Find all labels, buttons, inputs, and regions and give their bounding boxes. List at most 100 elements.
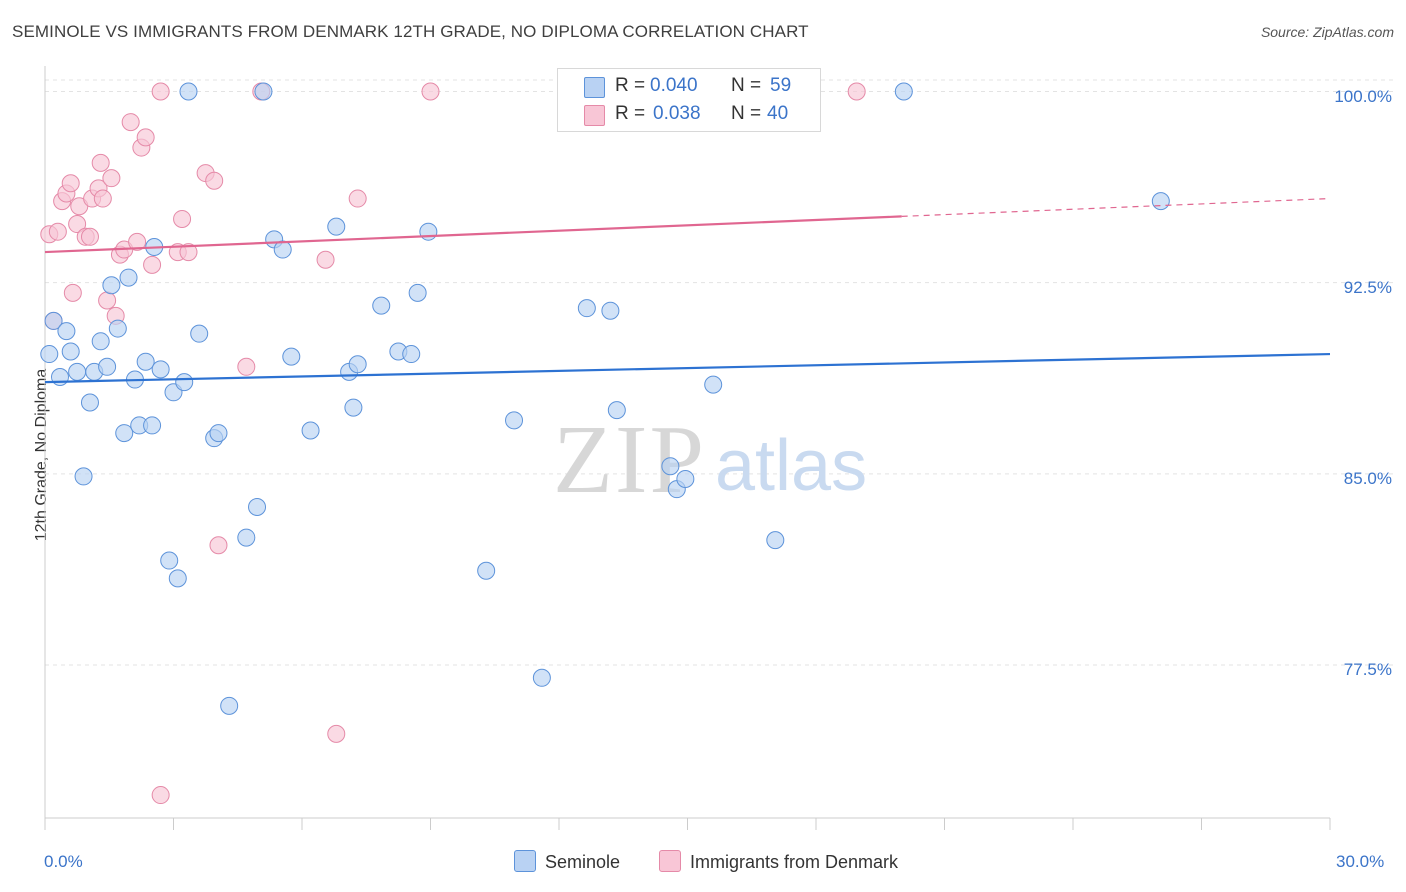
seminole-point [209, 424, 228, 443]
denmark-point [327, 724, 346, 743]
seminole-point [91, 332, 110, 351]
seminole-point [894, 82, 913, 101]
denmark-point [143, 255, 162, 274]
seminole-point [175, 373, 194, 392]
y-tick-label: 85.0% [1343, 469, 1392, 488]
chart-title: SEMINOLE VS IMMIGRANTS FROM DENMARK 12TH… [12, 22, 809, 41]
seminole-point [160, 551, 179, 570]
denmark-point [421, 82, 440, 101]
denmark-point [847, 82, 866, 101]
legend-item-seminole: Seminole [514, 850, 620, 873]
n-label: N = [731, 103, 762, 124]
denmark-point [151, 82, 170, 101]
seminole-point [119, 268, 138, 287]
denmark-swatch [584, 105, 605, 126]
r-value: 0.038 [653, 103, 701, 124]
denmark-point [102, 169, 121, 188]
seminole-point [676, 469, 695, 488]
denmark-point [209, 536, 228, 555]
seminole-point [237, 528, 256, 547]
denmark-point [205, 171, 224, 190]
seminole-point [220, 696, 239, 715]
seminole-point [57, 322, 76, 341]
seminole-point [190, 324, 209, 343]
seminole-point [98, 357, 117, 376]
seminole-point [477, 561, 496, 580]
seminole-point [80, 393, 99, 412]
x-tick-label: 0.0% [44, 852, 83, 871]
denmark-point [121, 113, 140, 132]
denmark-point [98, 291, 117, 310]
denmark-point [91, 153, 110, 172]
seminole-point [282, 347, 301, 366]
seminole-swatch [584, 77, 605, 98]
y-tick-label: 77.5% [1343, 660, 1392, 679]
seminole-point [68, 362, 87, 381]
denmark-point [128, 232, 147, 251]
watermark: ZIP atlas [553, 406, 867, 514]
denmark-point [179, 243, 198, 262]
seminole-trend-line [44, 352, 1331, 384]
seminole-point [143, 416, 162, 435]
denmark-point [80, 227, 99, 246]
seminole-point [532, 668, 551, 687]
seminole-point [344, 398, 363, 417]
source-credit: Source: ZipAtlas.com [1260, 24, 1394, 40]
watermark-atlas: atlas [715, 426, 867, 506]
n-value: 40 [767, 103, 789, 124]
n-value: 59 [770, 75, 792, 96]
seminole-point [102, 276, 121, 295]
r-label: R = [615, 75, 646, 96]
seminole-point [151, 360, 170, 379]
seminole-point [115, 424, 134, 443]
denmark-trend-extension [901, 197, 1331, 217]
seminole-point [372, 296, 391, 315]
denmark-point [237, 357, 256, 376]
denmark-point [151, 786, 170, 805]
legend-label: Immigrants from Denmark [690, 852, 899, 872]
seminole-point [661, 457, 680, 476]
r-value: 0.040 [650, 75, 698, 96]
seminole-point [108, 319, 127, 338]
seminole-point [601, 301, 620, 320]
denmark-point [173, 209, 192, 228]
x-tick-label: 30.0% [1336, 852, 1385, 871]
seminole-legend-swatch [514, 850, 536, 872]
seminole-point [505, 411, 524, 430]
n-label: N = [731, 75, 762, 96]
axes [44, 66, 1331, 830]
seminole-point [402, 345, 421, 364]
denmark-point [61, 174, 80, 193]
denmark-trend-line [44, 215, 902, 254]
correlation-legend: R = 0.040 N = 59 R = 0.038 N = 40 [557, 68, 821, 132]
seminole-point [704, 375, 723, 394]
r-label: R = [615, 103, 646, 124]
seminole-point [577, 299, 596, 318]
seminole-point [408, 283, 427, 302]
seminole-point [327, 217, 346, 236]
seminole-point [179, 82, 198, 101]
seminole-point [607, 401, 626, 420]
y-tick-label: 92.5% [1343, 278, 1392, 297]
seminole-point [1151, 192, 1170, 211]
seminole-point [168, 569, 187, 588]
seminole-point [74, 467, 93, 486]
legend-item-denmark: Immigrants from Denmark [659, 850, 898, 873]
denmark-point [316, 250, 335, 269]
legend-label: Seminole [545, 852, 621, 872]
trend-lines [44, 197, 1331, 384]
seminole-point [136, 352, 155, 371]
denmark-point [48, 222, 67, 241]
denmark-legend-swatch [659, 850, 681, 872]
seminole-point [766, 531, 785, 550]
watermark-zip: ZIP [553, 406, 706, 514]
denmark-point [93, 189, 112, 208]
legend-row-denmark: R = 0.038 N = 40 [558, 100, 820, 128]
seminole-point [301, 421, 320, 440]
seminole-point [44, 311, 63, 330]
denmark-points [40, 82, 866, 805]
denmark-point [348, 189, 367, 208]
denmark-point [63, 283, 82, 302]
seminole-point [248, 498, 267, 517]
